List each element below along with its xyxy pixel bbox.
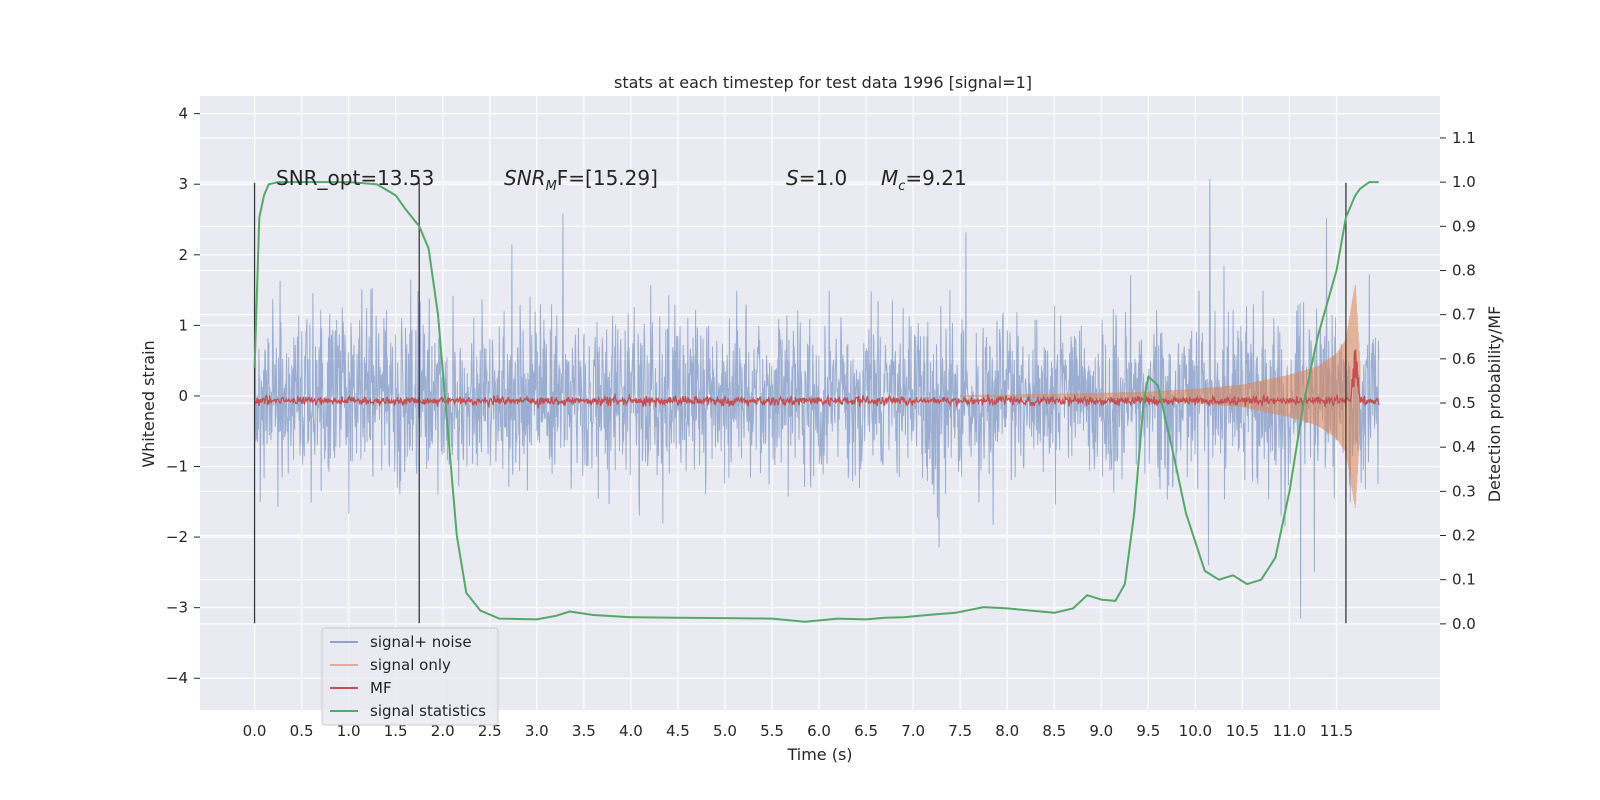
y-right-tick-label: 0.4 (1452, 438, 1476, 456)
snr-mf-symbol: SNR (504, 166, 546, 190)
snr-mf-annotation: SNRMF=[15.29] (504, 166, 658, 194)
y-left-tick-label: 1 (178, 316, 188, 334)
x-tick-label: 1.5 (384, 722, 408, 740)
x-tick-label: 8.5 (1042, 722, 1066, 740)
mc-subscript: c (898, 179, 905, 194)
chart-title: stats at each timestep for test data 199… (614, 73, 1032, 92)
y-left-tick-label: 0 (178, 387, 188, 405)
legend-label: MF (370, 679, 392, 697)
s-value: =1.0 (799, 166, 848, 190)
x-tick-label: 4.0 (619, 722, 643, 740)
x-tick-label: 10.0 (1179, 722, 1212, 740)
mf-series (254, 349, 1380, 409)
y-left-tick-label: 4 (178, 105, 188, 123)
mf-line (254, 349, 1380, 409)
y-right-tick-label: 0.7 (1452, 306, 1476, 324)
x-tick-label: 6.0 (807, 722, 831, 740)
signal-noise-line (254, 179, 1380, 619)
legend-label: signal statistics (370, 702, 486, 720)
s-symbol: S (786, 166, 799, 190)
y-left-tick-label: −2 (166, 528, 188, 546)
y-right-tick-label: 0.2 (1452, 527, 1476, 545)
x-axis-label: Time (s) (786, 745, 852, 764)
x-tick-label: 2.5 (478, 722, 502, 740)
y-right-tick-label: 0.6 (1452, 350, 1476, 368)
y-left-tick-label: −1 (166, 458, 188, 476)
x-axis-ticks: 0.0 0.5 1.0 1.5 2.0 2.5 3.0 3.5 4.0 4.5 5.0 5.5 6.0 6… (243, 722, 1354, 740)
x-tick-label: 9.5 (1136, 722, 1160, 740)
mc-annotation: Mc=9.21 (881, 166, 967, 194)
signal-noise-series (254, 179, 1380, 619)
mc-value: =9.21 (905, 166, 966, 190)
right-axis-label: Detection probability/MF (1485, 306, 1504, 503)
y-left-tick-label: 3 (178, 175, 188, 193)
x-tick-label: 5.5 (760, 722, 784, 740)
marker-lines (253, 182, 1347, 624)
y-right-tick-label: 0.8 (1452, 261, 1476, 279)
snr-opt-annotation: SNR_opt=13.53 (276, 166, 434, 190)
y-right-tick-label: 1.0 (1452, 173, 1476, 191)
legend: signal+ noise signal only MF signal statist… (321, 627, 499, 726)
x-tick-label: 2.0 (431, 722, 455, 740)
x-tick-label: 0.0 (243, 722, 267, 740)
x-tick-label: 1.0 (337, 722, 361, 740)
legend-box (321, 627, 499, 726)
left-axis-label: Whitened strain (139, 340, 158, 467)
left-axis-ticks: −4 −3 −2 −1 0 1 2 3 4 (166, 105, 200, 687)
y-right-tick-label: 0.9 (1452, 217, 1476, 235)
y-left-tick-label: −3 (166, 599, 188, 617)
y-left-tick-label: 2 (178, 246, 188, 264)
snr-mf-value: F=[15.29] (557, 166, 658, 190)
signal-statistics-series (253, 181, 1379, 623)
x-tick-label: 11.5 (1320, 722, 1353, 740)
legend-label: signal+ noise (370, 633, 472, 651)
y-right-tick-label: 0.5 (1452, 394, 1476, 412)
x-tick-label: 6.5 (854, 722, 878, 740)
x-tick-label: 10.5 (1226, 722, 1259, 740)
right-axis-ticks: 0.0 0.1 0.2 0.3 0.4 0.5 0.6 0.7 0.8 0.9 1.0 1.1 (1440, 129, 1476, 633)
x-tick-label: 11.0 (1273, 722, 1306, 740)
y-right-tick-label: 0.1 (1452, 571, 1476, 589)
x-tick-label: 5.0 (713, 722, 737, 740)
annotations: SNR_opt=13.53 SNRMF=[15.29] S=1.0 Mc=9.2… (276, 166, 967, 194)
x-tick-label: 0.5 (290, 722, 314, 740)
y-right-tick-label: 0.3 (1452, 482, 1476, 500)
s-annotation: S=1.0 (786, 166, 847, 190)
mc-symbol: M (881, 166, 898, 190)
x-tick-label: 3.0 (525, 722, 549, 740)
x-tick-label: 7.0 (901, 722, 925, 740)
x-tick-label: 9.0 (1089, 722, 1113, 740)
x-tick-label: 7.5 (948, 722, 972, 740)
y-right-tick-label: 1.1 (1452, 129, 1476, 147)
y-right-tick-label: 0.0 (1452, 615, 1476, 633)
snr-mf-subscript: M (546, 179, 557, 194)
signal-statistics-line (253, 181, 1379, 623)
legend-label: signal only (370, 656, 451, 674)
x-tick-label: 4.5 (666, 722, 690, 740)
x-tick-label: 8.0 (995, 722, 1019, 740)
x-tick-label: 3.5 (572, 722, 596, 740)
y-left-tick-label: −4 (166, 669, 188, 687)
